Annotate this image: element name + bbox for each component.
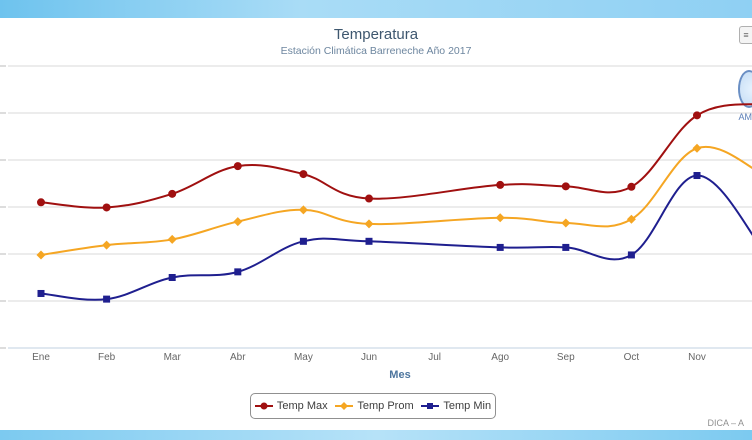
data-point <box>627 182 636 191</box>
x-tick-label: May <box>294 352 313 363</box>
data-point <box>627 251 635 259</box>
x-axis-title: Mes <box>389 369 410 381</box>
legend-item-temp-max[interactable]: Temp Max <box>254 400 328 412</box>
data-point <box>103 295 111 303</box>
data-point <box>365 194 373 203</box>
data-point <box>233 162 242 171</box>
legend-label: Temp Min <box>443 400 492 412</box>
x-tick-label: Ene <box>32 352 50 363</box>
x-tick-label: Jun <box>361 352 377 363</box>
data-point <box>626 214 636 224</box>
x-tick-label: Sep <box>557 352 575 363</box>
top-band <box>0 0 752 18</box>
legend-symbol-diamond <box>335 402 354 410</box>
data-point <box>233 217 243 227</box>
data-point <box>562 243 570 251</box>
data-point <box>102 203 111 212</box>
data-point <box>37 289 45 297</box>
data-point <box>495 213 505 223</box>
legend-item-temp-min[interactable]: Temp Min <box>421 400 491 412</box>
data-point <box>167 234 177 244</box>
data-point <box>693 172 701 180</box>
data-point <box>102 240 112 250</box>
credit-text: DICA – A <box>707 418 744 428</box>
data-point <box>692 143 702 153</box>
data-point <box>561 182 570 191</box>
x-tick-label: Nov <box>688 352 706 363</box>
x-tick-label: Feb <box>98 352 116 363</box>
x-tick-label: Oct <box>624 352 640 363</box>
data-point <box>299 237 307 245</box>
data-point <box>168 189 177 198</box>
x-tick-label: Ago <box>491 352 509 363</box>
chart-subtitle: Estación Climática Barreneche Año 2017 <box>280 45 472 57</box>
legend: Temp Max Temp Prom Temp Min <box>250 393 496 419</box>
legend-label: Temp Prom <box>357 400 414 412</box>
data-point <box>36 250 46 260</box>
data-point <box>168 274 176 281</box>
data-point <box>234 268 242 276</box>
series-line-temp-min <box>40 174 752 301</box>
data-point <box>37 198 45 207</box>
data-point <box>364 219 374 229</box>
data-point <box>299 170 308 179</box>
chart-title: Temperatura <box>333 26 419 43</box>
x-tick-label: Jul <box>428 352 441 363</box>
legend-label: Temp Max <box>276 400 328 412</box>
data-point <box>561 218 571 228</box>
data-point <box>496 243 504 251</box>
data-point <box>298 205 308 215</box>
logo-icon <box>738 70 752 108</box>
legend-item-temp-prom[interactable]: Temp Prom <box>335 400 414 412</box>
logo-text: AM <box>738 112 752 122</box>
legend-symbol-circle <box>254 402 273 410</box>
export-menu-icon[interactable]: ≡ <box>739 26 752 44</box>
bottom-band <box>0 430 752 440</box>
chart-plot: EneFebMarAbrMayJunJulAgoSepOctNovDicMes <box>0 65 752 381</box>
x-tick-label: Abr <box>230 352 246 363</box>
series-line-temp-prom <box>40 145 752 256</box>
data-point <box>496 180 505 189</box>
series-line-temp-max <box>40 103 752 209</box>
legend-symbol-square <box>421 403 440 409</box>
data-point <box>693 111 701 120</box>
data-point <box>365 237 373 245</box>
x-tick-label: Mar <box>164 352 182 363</box>
